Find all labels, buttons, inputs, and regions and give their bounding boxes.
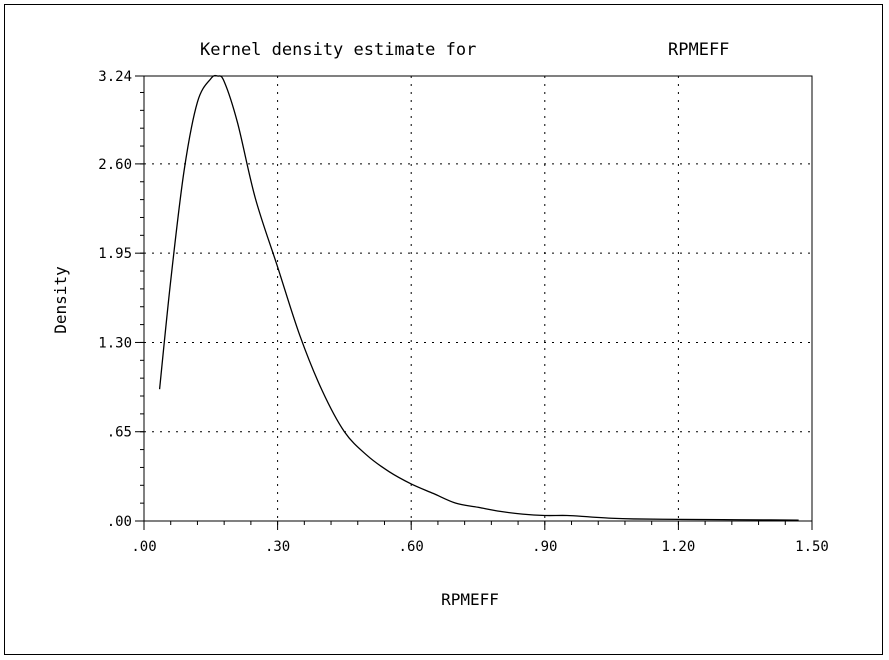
chart-title-left: Kernel density estimate for (200, 40, 476, 60)
x-tick-label: .00 (131, 539, 156, 555)
density-curve (158, 74, 799, 521)
tick-labels: .00 .30 .60 .90 1.20 1.50 .00 .65 1.30 1.95 2.60 3.… (98, 69, 829, 555)
plot-area-border (143, 75, 813, 522)
y-tick-label: 1.95 (98, 246, 132, 262)
chart-title-right: RPMEFF (668, 40, 729, 60)
x-tick-label: .90 (532, 539, 557, 555)
x-tick-label: 1.50 (795, 539, 829, 555)
y-tick-label: .00 (107, 514, 132, 530)
y-tick-label: 1.30 (98, 335, 132, 351)
y-tick-label: 3.24 (98, 69, 132, 85)
y-tick-label: 2.60 (98, 157, 132, 173)
axis-ticks (135, 75, 813, 530)
y-tick-label: .65 (107, 425, 132, 441)
chart-frame (4, 4, 883, 655)
x-axis-title: RPMEFF (441, 590, 499, 609)
grid-lines (144, 76, 812, 521)
x-tick-label: 1.20 (662, 539, 696, 555)
y-axis-title: Density (51, 266, 70, 334)
x-tick-label: .30 (265, 539, 290, 555)
x-tick-label: .60 (399, 539, 424, 555)
